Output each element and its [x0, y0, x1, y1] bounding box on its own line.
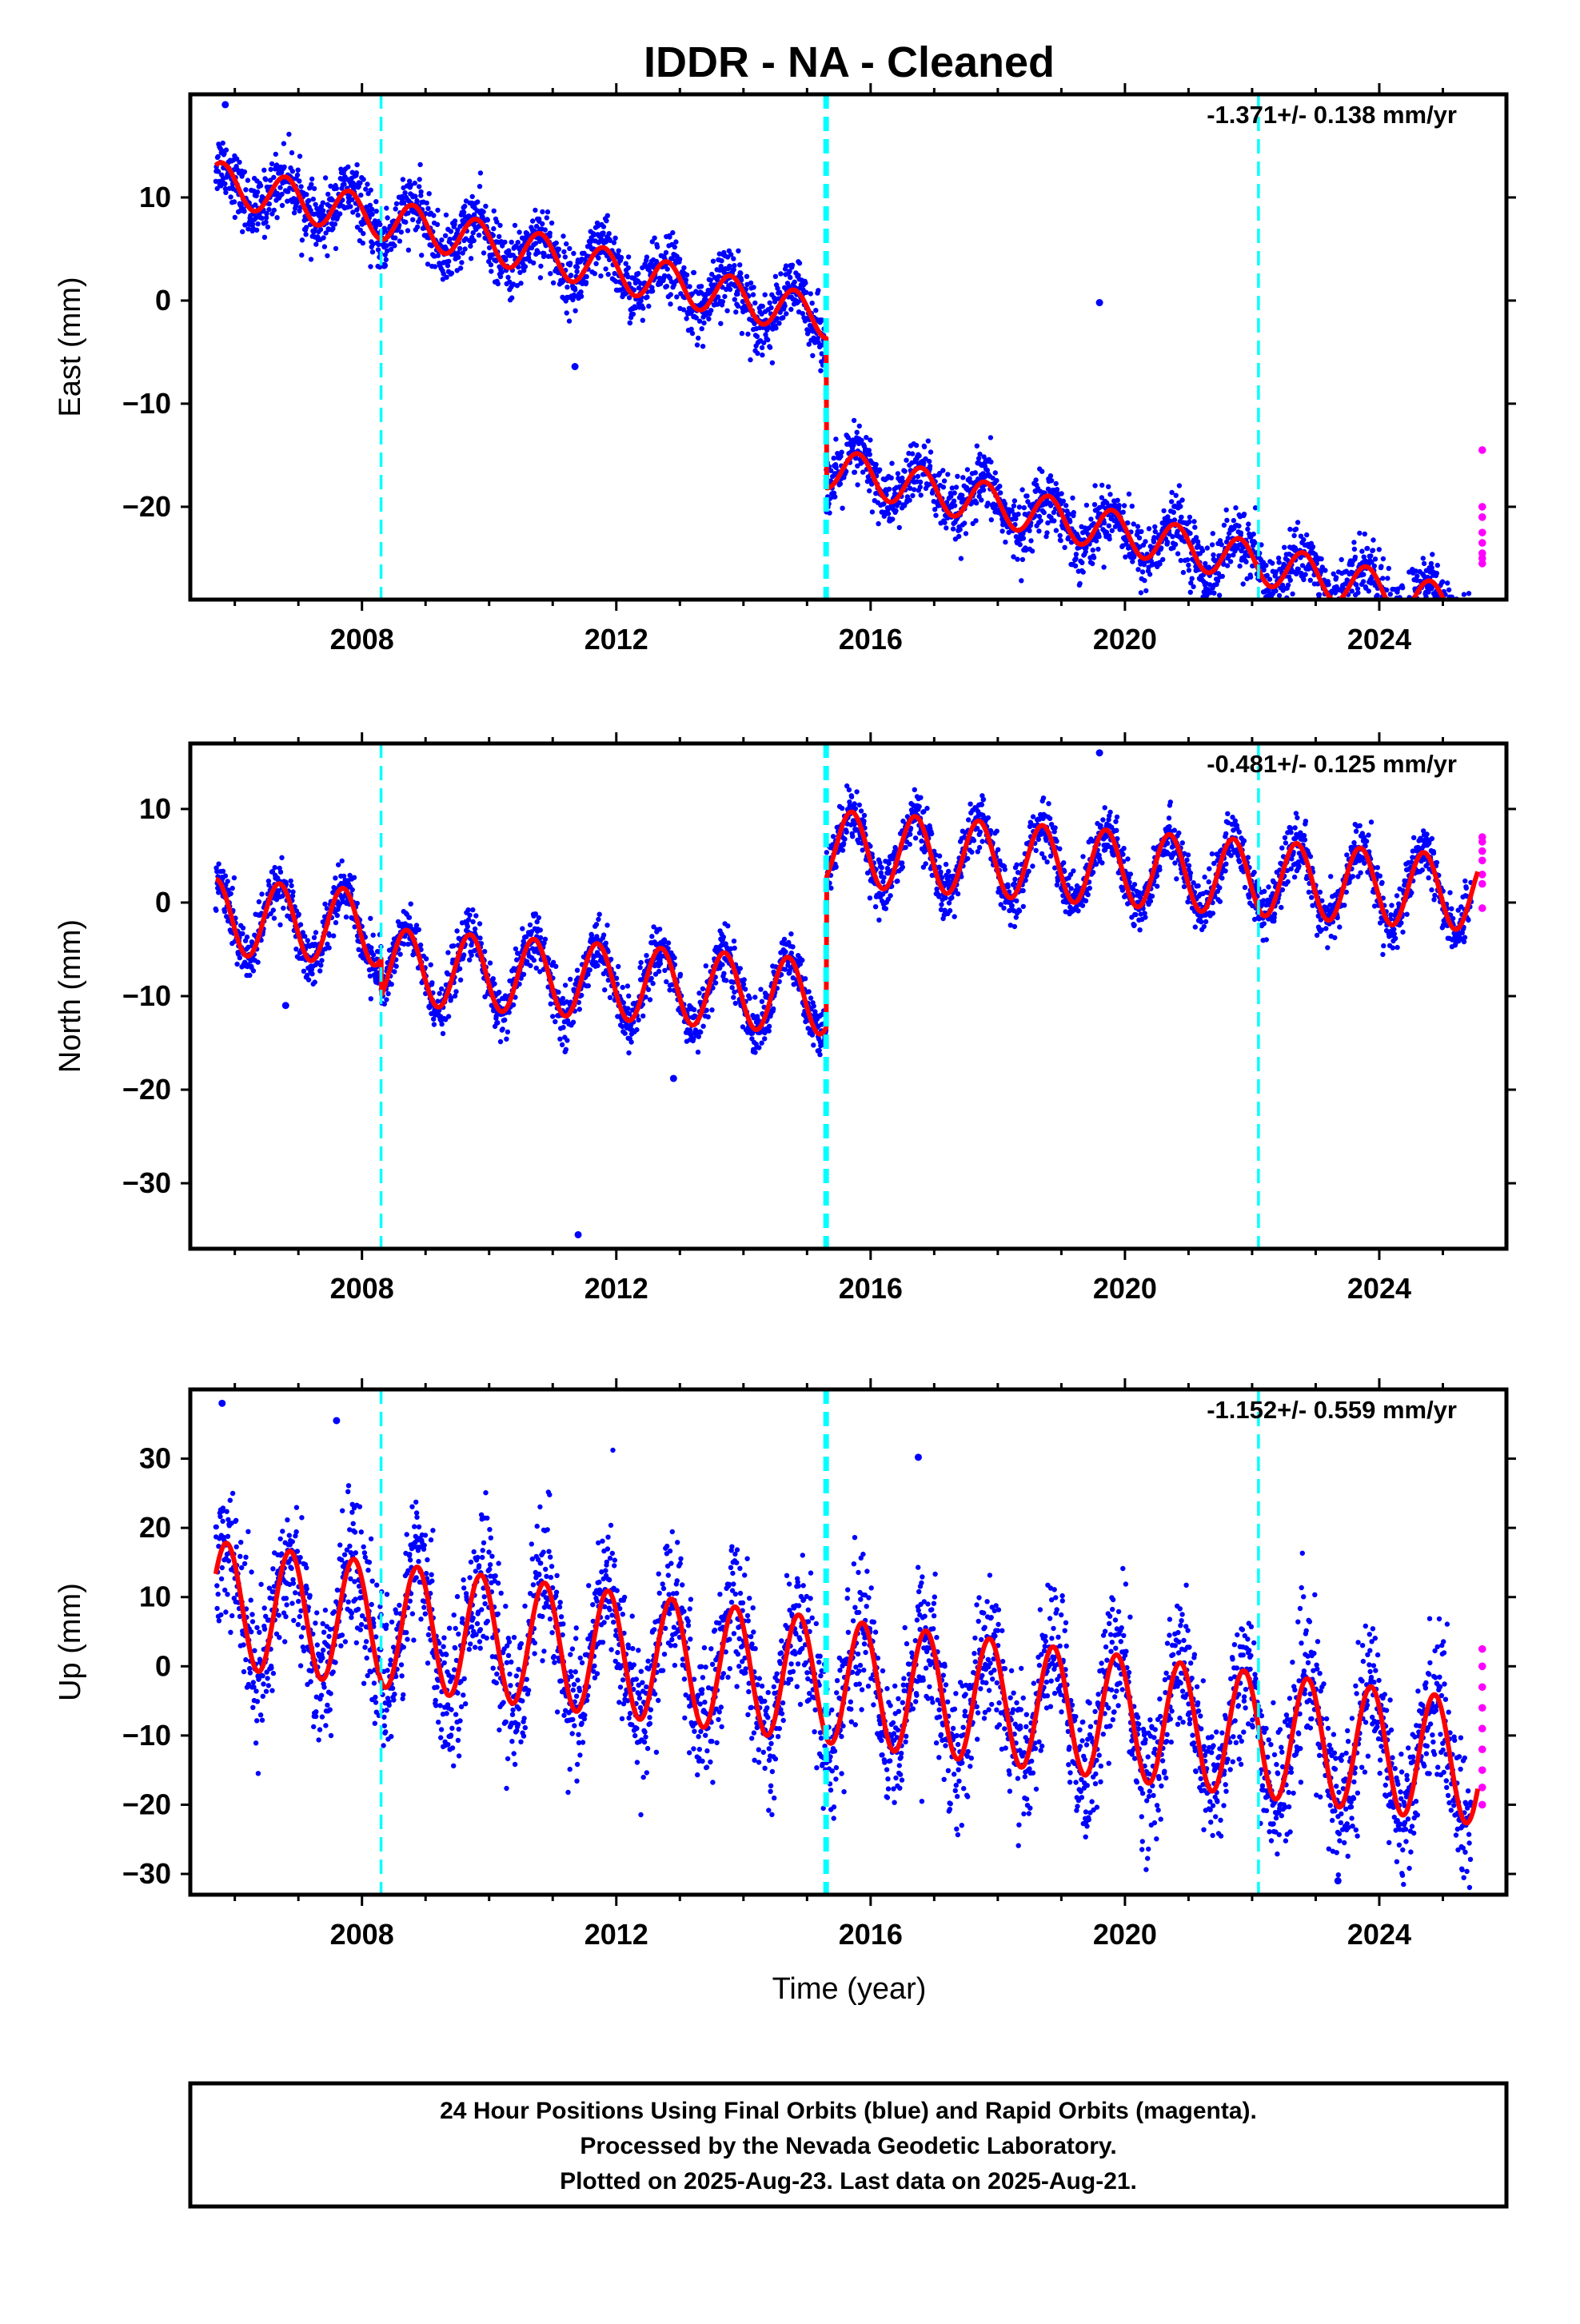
east-outlier-point-0 [221, 101, 229, 109]
up-ytick-label: −30 [122, 1857, 171, 1890]
north-rapid-orbit-point-1 [1478, 879, 1486, 888]
up-final-orbit-points [213, 1447, 1474, 1891]
north-rapid-orbit-point-6 [1478, 833, 1486, 841]
east-xtick-label: 2012 [585, 623, 648, 656]
north-xtick-label: 2016 [839, 1272, 903, 1305]
north-outlier-point-1 [1095, 749, 1103, 757]
up-outlier-point-0 [218, 1399, 226, 1407]
east-rapid-orbit-point-1 [1478, 503, 1486, 511]
up-frame [188, 1387, 1509, 1897]
up-rapid-orbit-point-4 [1478, 1724, 1486, 1733]
footer-line-3: Plotted on 2025-Aug-23. Last data on 202… [560, 2168, 1137, 2194]
up-ytick-label: 0 [155, 1649, 171, 1682]
east-xtick-label: 2016 [839, 623, 903, 656]
up-rapid-orbit-point-8 [1478, 1800, 1486, 1809]
east-outlier-point-1 [571, 363, 579, 371]
north-outlier-point-2 [669, 1074, 677, 1082]
east-rapid-orbit-point-7 [1478, 560, 1486, 568]
north-ytick-label: −20 [122, 1073, 171, 1106]
north-ylabel: North (mm) [54, 919, 87, 1073]
north-rapid-orbit-point-3 [1478, 856, 1486, 865]
footer-line-2: Processed by the Nevada Geodetic Laborat… [580, 2133, 1116, 2159]
up-model-fit-line [213, 1541, 1481, 1826]
east-outlier-point-2 [1095, 299, 1103, 307]
north-rapid-orbit-point-2 [1478, 871, 1486, 879]
up-xtick-label: 2024 [1347, 1918, 1411, 1951]
east-ytick-label: 10 [139, 181, 171, 213]
footer-frame [188, 2081, 1509, 2209]
up-xtick-label: 2016 [839, 1918, 903, 1951]
panels: 10 0 −10 −20 2008 2012 2016 2020 2024 East (mm) -1… [54, 83, 1516, 1951]
figure-title: IDDR - NA - Cleaned [644, 38, 1055, 86]
east-xtick-label: 2008 [330, 623, 394, 656]
north-xtick-label: 2020 [1093, 1272, 1157, 1305]
up-outlier-point-2 [333, 1417, 341, 1425]
up-rapid-orbit-point-2 [1478, 1683, 1486, 1692]
north-plot-area [213, 743, 1486, 1249]
up-rapid-orbit-point-5 [1478, 1745, 1486, 1753]
north-model-fit-line [213, 809, 1481, 1037]
east-rapid-orbit-point-3 [1478, 528, 1486, 536]
north-ytick-label: −30 [122, 1166, 171, 1199]
up-ytick-label: 20 [139, 1511, 171, 1544]
east-frame [188, 92, 1509, 602]
up-ytick-label: 10 [139, 1581, 171, 1613]
east-plot-area [213, 94, 1486, 600]
up-rapid-orbit-point-6 [1478, 1766, 1486, 1774]
up-ytick-label: −20 [122, 1788, 171, 1820]
up-rapid-orbit-point-1 [1478, 1662, 1486, 1671]
footer-line-1: 24 Hour Positions Using Final Orbits (bl… [440, 2098, 1257, 2124]
north-ytick-label: 10 [139, 792, 171, 825]
north-xtick-label: 2008 [330, 1272, 394, 1305]
panel-north: 10 0 −10 −20 −30 2008 2012 2016 2020 2024 North (m… [54, 732, 1516, 1305]
up-rapid-orbit-point-3 [1478, 1704, 1486, 1712]
east-ytick-label: −10 [122, 387, 171, 420]
up-xtick-label: 2008 [330, 1918, 394, 1951]
east-rapid-orbit-point-0 [1478, 446, 1486, 454]
north-xtick-label: 2012 [585, 1272, 648, 1305]
north-outlier-point-3 [281, 1002, 289, 1010]
panel-east: 10 0 −10 −20 2008 2012 2016 2020 2024 East (mm) -1… [54, 83, 1516, 656]
x-axis-label: Time (year) [772, 1972, 927, 2006]
north-ytick-label: −10 [122, 979, 171, 1012]
north-outlier-point-0 [574, 1230, 582, 1238]
up-rapid-orbit-point-0 [1478, 1644, 1486, 1653]
east-ytick-label: 0 [155, 284, 171, 317]
up-ytick-label: −10 [122, 1719, 171, 1752]
east-rapid-orbit-point-4 [1478, 539, 1486, 547]
north-ytick-label: 0 [155, 886, 171, 919]
east-rate-label: -1.371+/- 0.138 mm/yr [1207, 101, 1457, 129]
up-ylabel: Up (mm) [54, 1583, 87, 1701]
footer-box: 24 Hour Positions Using Final Orbits (bl… [188, 2081, 1509, 2209]
north-rapid-orbit-point-4 [1478, 847, 1486, 855]
east-ytick-label: −20 [122, 490, 171, 523]
east-xtick-label: 2024 [1347, 623, 1411, 656]
east-xtick-label: 2020 [1093, 623, 1157, 656]
up-outlier-point-3 [1334, 1877, 1342, 1885]
north-rate-label: -0.481+/- 0.125 mm/yr [1207, 750, 1457, 778]
up-xtick-label: 2012 [585, 1918, 648, 1951]
panel-up: 30 20 10 0 −10 −20 −30 2008 2012 2016 2020 2024 Up (… [54, 1378, 1516, 1951]
east-final-orbit-points [213, 131, 1474, 600]
north-rapid-orbit-point-0 [1478, 904, 1486, 912]
up-outlier-point-1 [914, 1453, 922, 1461]
east-ylabel: East (mm) [54, 277, 87, 417]
up-xtick-label: 2020 [1093, 1918, 1157, 1951]
up-rapid-orbit-point-7 [1478, 1784, 1486, 1792]
east-rapid-orbit-point-2 [1478, 513, 1486, 521]
east-model-fit-line [213, 160, 1446, 600]
up-plot-area [213, 1389, 1486, 1895]
north-xtick-label: 2024 [1347, 1272, 1411, 1305]
up-ytick-label: 30 [139, 1442, 171, 1475]
up-rate-label: -1.152+/- 0.559 mm/yr [1207, 1396, 1457, 1424]
